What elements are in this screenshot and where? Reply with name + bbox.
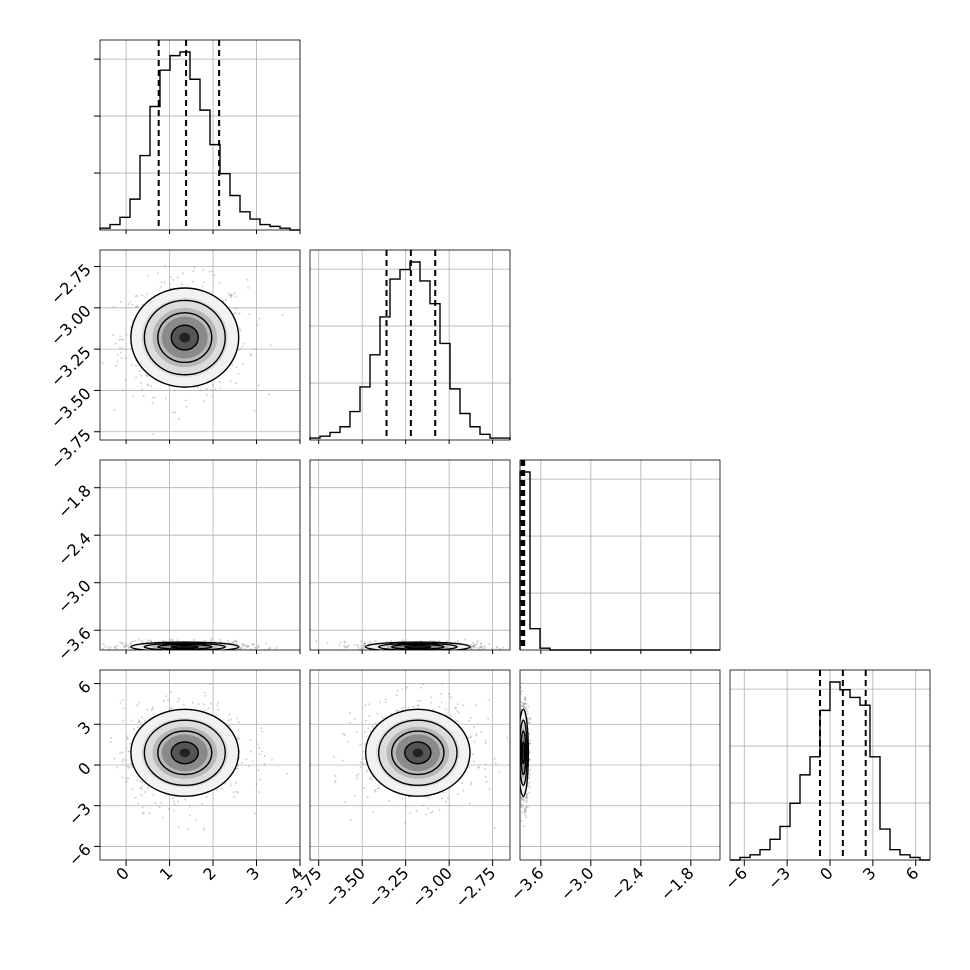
contour-1_0-2 [143, 299, 226, 376]
contour-2_0-3 [130, 641, 240, 650]
histogram-0 [99, 51, 300, 231]
y-tick-label-1-4: −2.75 [47, 260, 95, 308]
contour-3_0-0 [170, 741, 199, 765]
y-tick-label-2-0: −3.6 [54, 624, 95, 665]
x-tick-label-0-0: 0 [112, 863, 133, 884]
contour-2_0-2 [143, 642, 226, 650]
contour-3_0-2 [143, 719, 226, 787]
contour-3_2-2 [520, 719, 528, 787]
y-tick-label-3-3: 3 [74, 718, 95, 739]
density-1_0 [130, 288, 239, 388]
x-tick-label-3-0: −6 [721, 863, 751, 893]
contour-1_0-3 [130, 287, 240, 388]
contour-3_0-3 [130, 708, 240, 797]
contour-3_0-1 [157, 730, 213, 776]
x-tick-label-1-3: −3.00 [408, 863, 456, 911]
scatter-panel-1_0 [99, 249, 301, 441]
x-tick-label-3-4: 6 [902, 863, 923, 884]
y-tick-label-3-1: −3 [65, 799, 95, 829]
hist-panel-2 [519, 459, 721, 651]
x-tick-label-1-4: −2.75 [451, 863, 499, 911]
contour-2_1-2 [378, 642, 458, 650]
x-tick-label-3-3: 3 [859, 863, 880, 884]
y-tick-label-1-0: −3.75 [47, 425, 95, 473]
hist-panel-1 [309, 249, 511, 441]
x-tick-label-2-3: −1.8 [657, 863, 698, 904]
x-tick-label-2-1: −3.0 [557, 863, 598, 904]
x-tick-label-0-3: 3 [243, 863, 264, 884]
y-tick-label-3-4: 6 [74, 677, 95, 698]
y-tick-label-2-2: −2.4 [54, 529, 95, 570]
y-tick-label-1-3: −3.00 [47, 301, 95, 349]
y-tick-label-3-0: −6 [65, 840, 95, 870]
y-tick-label-2-1: −3.0 [54, 576, 95, 617]
contour-3_1-1 [391, 730, 445, 776]
y-tick-label-1-1: −3.50 [47, 384, 95, 432]
contour-3_1-0 [404, 741, 432, 765]
hist-panel-3 [729, 669, 931, 861]
x-tick-label-1-2: −3.25 [364, 863, 412, 911]
histogram-3 [730, 681, 930, 861]
x-tick-label-1-0: −3.75 [277, 863, 325, 911]
x-tick-label-2-2: −2.4 [607, 863, 648, 904]
scatter-panel-3_0 [99, 669, 301, 861]
contour-2_1-3 [364, 641, 471, 650]
contour-3_2-3 [520, 708, 530, 797]
density-3_1 [365, 709, 470, 797]
scatter-panel-2_1 [309, 459, 511, 651]
scatter-panel-3_2 [519, 669, 721, 861]
x-tick-label-0-1: 1 [156, 863, 177, 884]
x-tick-label-1-1: −3.50 [321, 863, 369, 911]
contour-2_1-0 [404, 644, 432, 649]
scatter-panel-3_1 [309, 669, 511, 861]
contour-2_0-1 [157, 643, 213, 650]
histogram-1 [309, 261, 511, 440]
x-tick-label-2-0: −3.6 [507, 863, 548, 904]
scatter-panel-2_0 [99, 459, 301, 651]
contour-3_2-1 [520, 730, 527, 776]
y-tick-label-1-2: −3.25 [47, 343, 95, 391]
y-tick-label-2-3: −1.8 [54, 481, 95, 522]
x-tick-label-0-2: 2 [199, 863, 220, 884]
contour-1_0-0 [170, 324, 199, 351]
contour-2_0-0 [170, 644, 199, 649]
contour-3_1-2 [377, 719, 458, 787]
x-tick-label-3-1: −3 [764, 863, 794, 893]
contour-3_2-0 [521, 741, 526, 765]
hist-panel-0 [94, 39, 301, 231]
contour-3_1-3 [364, 708, 471, 797]
y-tick-label-3-2: 0 [74, 758, 95, 779]
x-tick-label-3-2: 0 [816, 863, 837, 884]
density-3_0 [130, 709, 239, 797]
contour-1_0-1 [157, 312, 213, 364]
contour-2_1-1 [391, 643, 445, 650]
